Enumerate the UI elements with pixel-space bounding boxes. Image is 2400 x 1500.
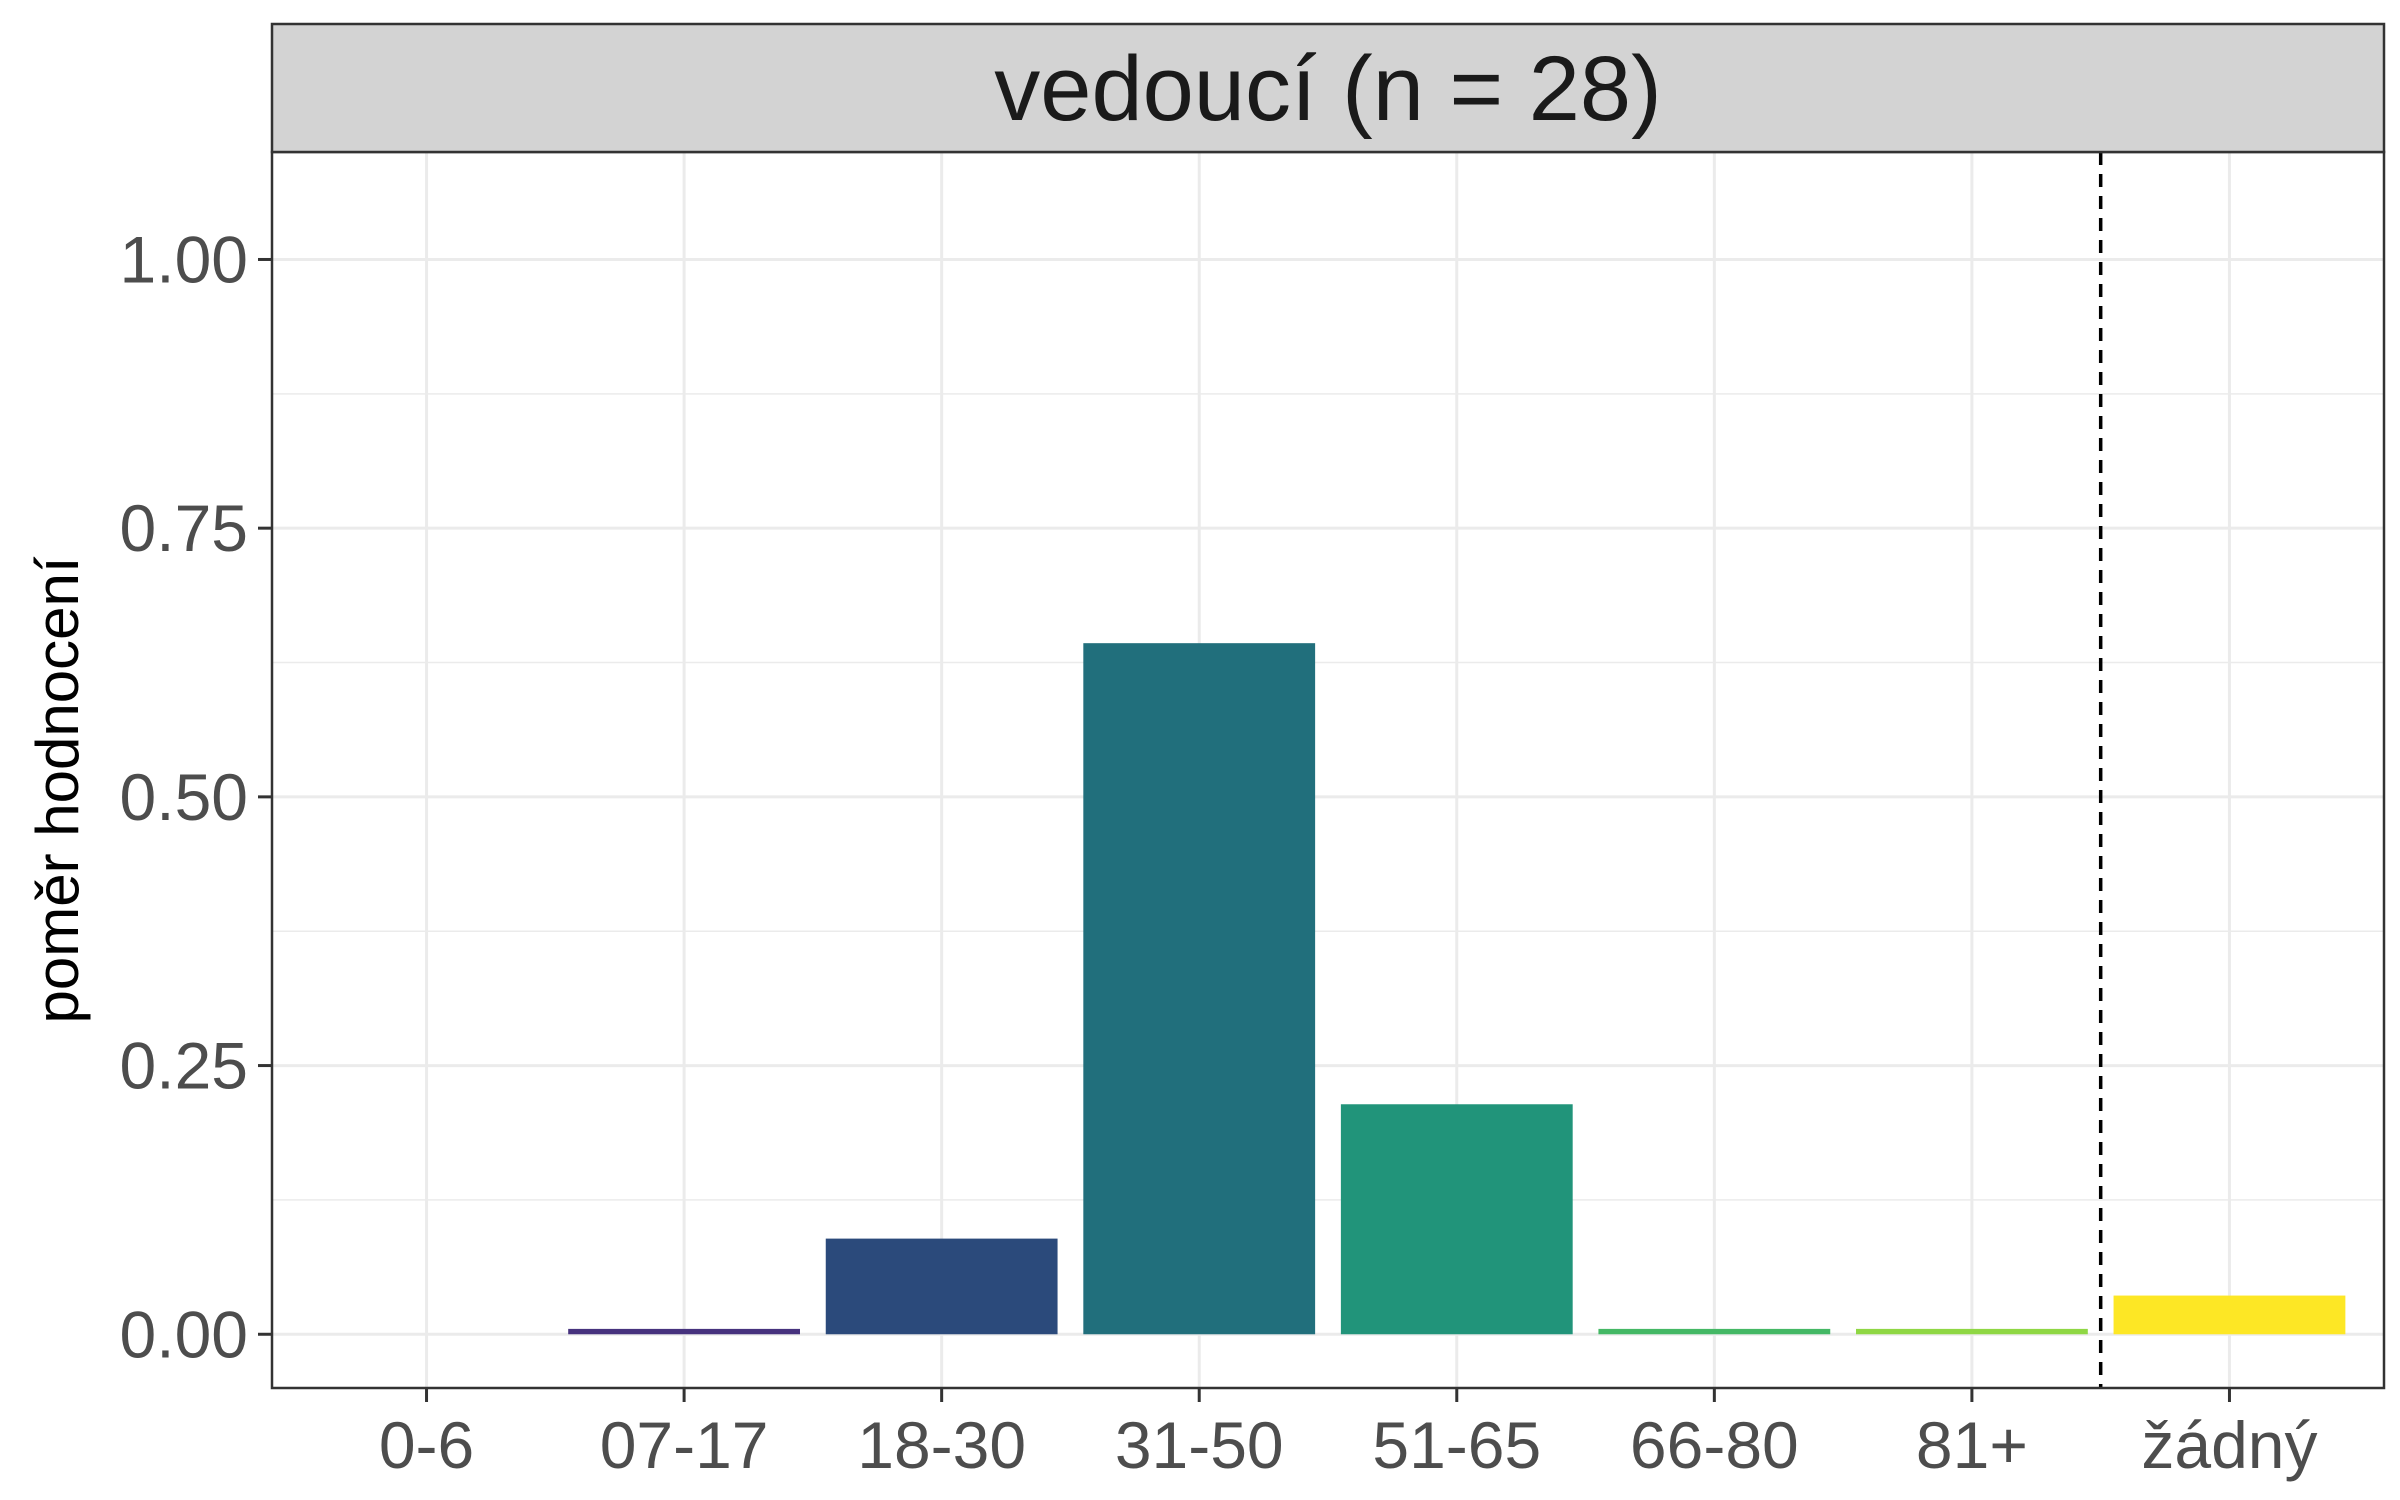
facet-title: vedoucí (n = 28)	[994, 38, 1661, 140]
y-axis: 0.00 0.25 0.50 0.75 1.00	[120, 222, 272, 1371]
y-tick-label: 0.25	[120, 1029, 248, 1103]
y-tick-label: 0.00	[120, 1297, 248, 1371]
bar-51-65	[1340, 1104, 1573, 1335]
facet-strip	[270, 22, 2386, 154]
bar-81+	[1856, 1328, 2088, 1335]
bars	[568, 643, 2346, 1335]
grid	[272, 152, 2384, 1388]
y-tick-label: 0.75	[120, 491, 248, 565]
y-tick-label: 1.00	[120, 222, 248, 296]
x-tick-label: 18-30	[857, 1408, 1026, 1482]
x-tick-label: 07-17	[600, 1408, 769, 1482]
x-tick-label: 0-6	[379, 1408, 474, 1482]
x-tick-label: 81+	[1916, 1408, 2028, 1482]
panel-border	[270, 150, 2386, 1390]
x-tick-label: 31-50	[1115, 1408, 1284, 1482]
bar-66-80	[1598, 1328, 1831, 1335]
y-axis-title: poměr hodnocení	[24, 556, 91, 1023]
x-tick-label: 66-80	[1630, 1408, 1799, 1482]
bar-žádný	[2113, 1295, 2346, 1335]
bar-18-30	[825, 1238, 1058, 1335]
bar-31-50	[1083, 643, 1316, 1335]
x-tick-label: 51-65	[1372, 1408, 1541, 1482]
x-tick-label: žádný	[2141, 1408, 2317, 1482]
bar-07-17	[568, 1328, 800, 1335]
x-axis: 0-6 07-17 18-30 31-50 51-65 66-80 81+ žádný	[379, 1388, 2318, 1482]
y-tick-label: 0.50	[120, 760, 248, 834]
